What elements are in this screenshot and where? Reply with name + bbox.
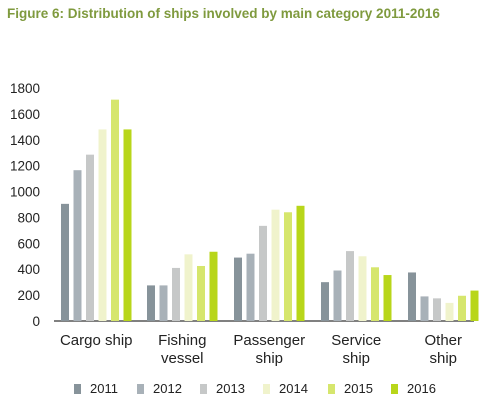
bar (246, 253, 255, 321)
y-tick-label: 600 (17, 236, 40, 251)
bar (321, 282, 329, 321)
category-label: Passenger (233, 332, 305, 349)
bar (234, 257, 242, 321)
bar (271, 209, 280, 321)
bar (209, 251, 218, 321)
bar (259, 225, 267, 321)
legend-label: 2016 (407, 381, 436, 396)
legend-label: 2014 (279, 381, 308, 396)
bar (86, 154, 94, 321)
legend-label: 2013 (216, 381, 245, 396)
bar (184, 254, 193, 321)
y-tick-label: 1000 (10, 185, 40, 200)
category-label: vessel (161, 350, 204, 367)
category-label: ship (342, 350, 370, 367)
bar (123, 129, 132, 321)
legend-swatch (137, 384, 144, 394)
legend-swatch (328, 384, 335, 394)
y-tick-label: 0 (32, 314, 40, 329)
bar (445, 302, 454, 321)
legend-label: 2011 (90, 381, 118, 396)
bar (61, 203, 69, 321)
bar (433, 298, 441, 321)
bar (383, 275, 392, 321)
bar (458, 295, 466, 321)
y-tick-label: 1200 (10, 159, 40, 174)
legend-label: 2012 (153, 381, 182, 396)
category-label: Fishing (158, 332, 206, 349)
bar (172, 267, 180, 321)
legend-swatch (200, 384, 207, 394)
category-label: Cargo ship (60, 332, 133, 349)
bar (346, 251, 354, 321)
bar (371, 267, 379, 321)
bar (197, 265, 205, 321)
legend-label: 2015 (344, 381, 373, 396)
y-tick-label: 800 (17, 210, 40, 225)
y-tick-label: 400 (17, 262, 40, 277)
bar (284, 212, 292, 321)
bar (147, 285, 155, 321)
bar (470, 290, 479, 321)
bar (420, 296, 429, 321)
legend-swatch (263, 384, 270, 394)
y-tick-label: 1400 (10, 133, 40, 148)
legend-swatch (391, 384, 398, 394)
bar (98, 129, 107, 321)
bar (73, 170, 82, 321)
category-label: Other (424, 332, 462, 349)
bar (296, 205, 305, 321)
bar (159, 285, 168, 321)
category-label: ship (255, 350, 283, 367)
bar (408, 272, 416, 321)
y-tick-label: 1800 (10, 81, 40, 96)
bar (358, 256, 367, 321)
y-tick-label: 1600 (10, 107, 40, 122)
bar (333, 270, 342, 321)
y-tick-label: 200 (17, 288, 40, 303)
bar (111, 99, 119, 322)
category-label: ship (429, 350, 457, 367)
legend-swatch (74, 384, 81, 394)
chart-title: Figure 6: Distribution of ships involved… (7, 6, 440, 21)
category-label: Service (331, 332, 381, 349)
